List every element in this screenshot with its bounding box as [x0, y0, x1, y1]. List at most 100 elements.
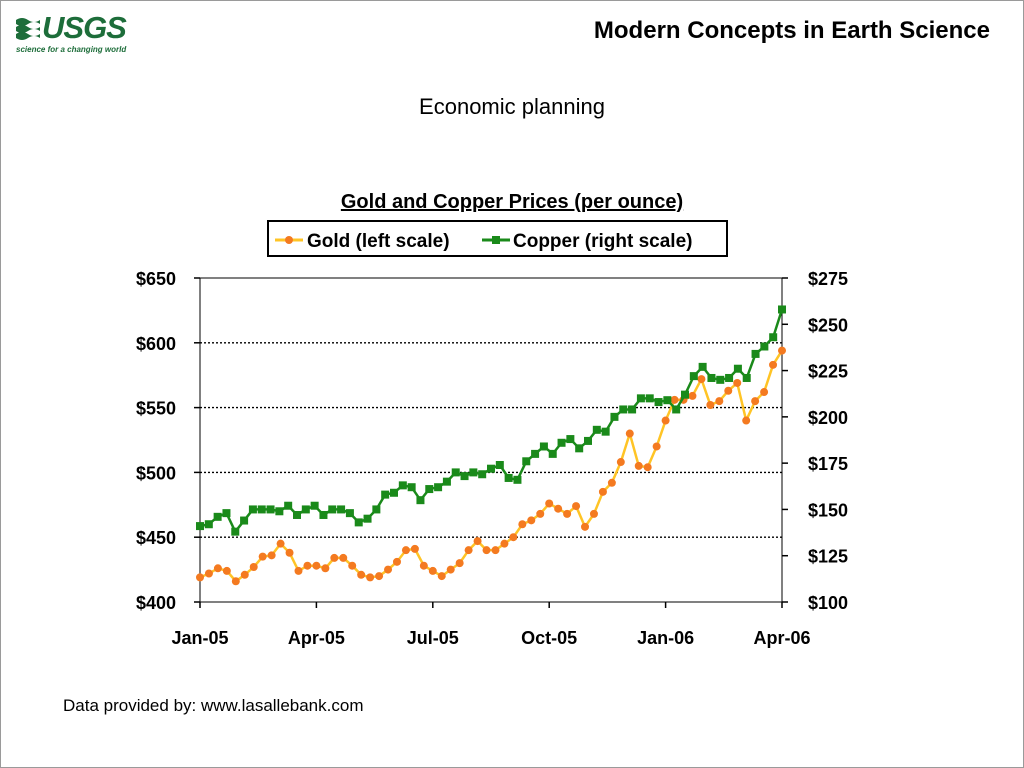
gridlines	[200, 342, 782, 538]
gold-point	[384, 565, 393, 574]
left-tick-label: $400	[136, 593, 176, 613]
copper-point	[398, 481, 407, 490]
copper-point	[478, 470, 487, 479]
copper-point	[733, 364, 742, 373]
gold-point	[643, 463, 652, 472]
gold-point	[652, 442, 661, 451]
gold-point	[742, 416, 751, 425]
copper-point	[275, 507, 284, 516]
copper-point	[566, 435, 575, 444]
gold-point	[473, 537, 482, 546]
gold-point	[196, 573, 204, 582]
copper-point	[451, 468, 460, 477]
gold-point	[446, 565, 455, 574]
gold-point	[366, 573, 375, 582]
gold-point	[581, 522, 590, 531]
copper-point	[654, 398, 663, 407]
copper-point	[196, 522, 204, 531]
copper-point	[716, 375, 725, 384]
gold-point	[545, 499, 554, 508]
usgs-logo: USGS science for a changing world	[16, 10, 127, 56]
copper-point	[557, 438, 566, 447]
gold-point	[518, 520, 527, 529]
copper-point	[390, 488, 398, 497]
copper-point	[707, 373, 716, 382]
copper-point	[328, 505, 337, 514]
copper-point	[495, 460, 504, 469]
gold-point	[706, 401, 715, 410]
legend-marker-gold	[285, 236, 293, 244]
legend-label: Copper (right scale)	[513, 231, 692, 252]
copper-point	[354, 518, 363, 527]
gold-point	[760, 388, 769, 397]
header-title: Modern Concepts in Earth Science	[593, 17, 990, 44]
copper-point	[575, 444, 584, 453]
copper-point	[769, 333, 778, 342]
gold-point	[294, 566, 303, 575]
gold-point	[482, 546, 491, 555]
right-tick-label: $275	[808, 269, 848, 289]
copper-point	[248, 505, 257, 514]
data-credit: Data provided by: www.lasallebank.com	[63, 696, 364, 715]
copper-point	[345, 509, 354, 518]
right-tick-label: $200	[808, 408, 848, 428]
copper-point	[293, 510, 301, 519]
copper-point	[522, 457, 531, 466]
copper-point	[628, 405, 637, 414]
gold-point	[258, 552, 267, 561]
copper-point	[301, 505, 310, 514]
copper-point	[460, 472, 469, 481]
gold-point	[778, 346, 786, 355]
copper-point	[548, 449, 557, 458]
copper-point	[487, 464, 495, 473]
copper-point	[531, 449, 540, 458]
copper-point	[725, 373, 734, 382]
copper-point	[425, 485, 434, 494]
copper-point	[204, 520, 213, 529]
copper-point	[672, 405, 681, 414]
copper-point	[231, 527, 240, 536]
copper-point	[407, 483, 416, 492]
gold-point	[724, 386, 733, 395]
copper-point	[539, 442, 548, 451]
gold-point	[464, 546, 473, 555]
gold-point	[204, 569, 213, 578]
gold-point	[625, 429, 634, 438]
copper-point	[363, 514, 372, 523]
logo-wordmark: USGS	[42, 10, 127, 45]
x-tick-label: Apr-05	[288, 628, 345, 648]
gold-point	[285, 548, 294, 557]
copper-point	[742, 373, 751, 382]
slide-subtitle: Economic planning	[419, 94, 605, 119]
gold-point	[536, 509, 545, 518]
gold-point	[661, 416, 670, 425]
copper-point	[619, 405, 628, 414]
gold-point	[240, 570, 249, 579]
series-layer	[196, 305, 786, 586]
copper-point	[266, 505, 275, 514]
copper-point	[381, 490, 390, 499]
gold-point	[231, 577, 240, 586]
gold-point	[527, 516, 536, 525]
gold-point	[769, 360, 778, 369]
gold-point	[697, 375, 706, 384]
right-tick-label: $100	[808, 593, 848, 613]
copper-point	[592, 425, 601, 434]
legend: Gold (left scale) Copper (right scale)	[275, 231, 692, 252]
copper-point	[663, 396, 672, 405]
axes: $650 $600 $550 $500 $450 $400 $275 $250 $225 $200…	[136, 269, 848, 648]
gold-point	[589, 509, 598, 518]
gold-point	[616, 458, 625, 467]
gold-point	[491, 546, 500, 555]
copper-point	[434, 483, 443, 492]
copper-point	[636, 394, 645, 403]
x-tick-label: Jan-05	[171, 628, 228, 648]
copper-point	[213, 512, 222, 521]
plot-area	[199, 277, 783, 603]
x-tick-label: Jan-06	[637, 628, 694, 648]
gold-point	[249, 563, 258, 572]
gold-point	[598, 487, 607, 496]
gold-point	[634, 461, 643, 470]
gold-point	[428, 566, 437, 575]
